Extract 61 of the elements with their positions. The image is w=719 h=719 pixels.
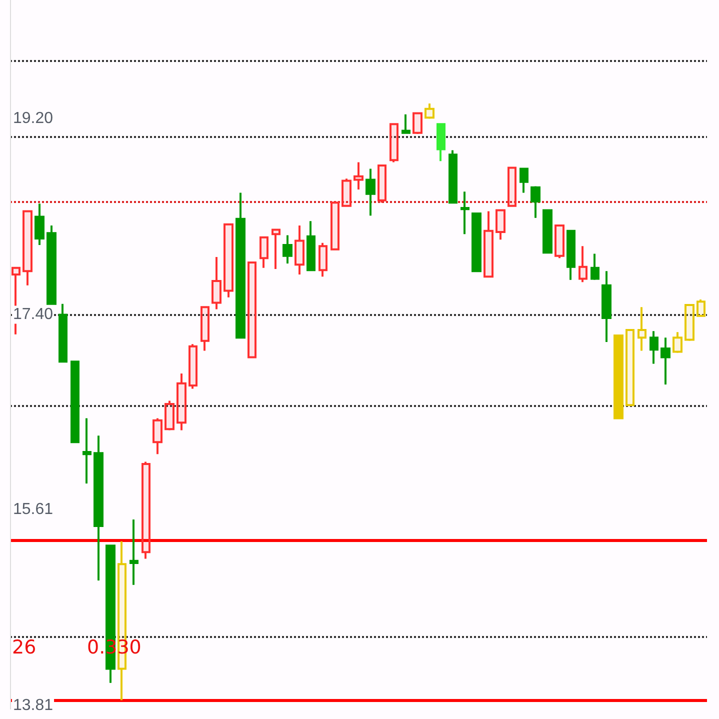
candlestick — [260, 235, 268, 269]
candlestick — [530, 185, 540, 219]
candlestick — [508, 166, 516, 207]
candlestick — [496, 209, 506, 241]
y-tick-label: 17.40 — [13, 306, 54, 324]
candlestick — [378, 164, 386, 204]
candlestick — [200, 306, 210, 352]
candlestick — [638, 306, 646, 352]
candlestick — [412, 112, 422, 135]
candlestick — [152, 417, 162, 456]
candlestick — [282, 234, 292, 265]
candlestick — [390, 123, 398, 164]
candlestick — [188, 343, 198, 390]
candlestick — [602, 270, 612, 343]
candlestick — [82, 417, 92, 485]
candlestick — [294, 224, 304, 276]
candlestick — [164, 400, 174, 432]
candlestick — [342, 178, 352, 208]
candlestick — [142, 460, 150, 560]
candlestick — [614, 334, 624, 420]
candlestick — [696, 298, 706, 318]
candlestick — [130, 518, 138, 586]
candlestick — [472, 212, 482, 272]
candlestick — [70, 360, 80, 444]
candlestick — [684, 304, 694, 342]
candlestick — [46, 224, 56, 305]
candlestick — [366, 168, 376, 217]
candlestick — [212, 256, 222, 310]
candlestick — [554, 224, 564, 260]
candlestick — [236, 192, 246, 339]
candlestick — [436, 122, 446, 162]
candlestick — [318, 242, 328, 278]
candlestick — [650, 330, 658, 365]
candlestick — [272, 228, 280, 270]
candlestick — [484, 210, 494, 278]
candlestick — [330, 202, 340, 250]
candlestick — [34, 202, 44, 246]
candlestick — [672, 331, 682, 354]
candlestick — [590, 252, 600, 281]
candlestick — [176, 372, 186, 432]
annotation: 26 — [12, 636, 36, 658]
candlestick — [566, 230, 576, 281]
y-tick-label: 13.81 — [13, 697, 54, 714]
candlestick — [578, 245, 588, 284]
candlestick — [542, 209, 552, 254]
candlestick — [424, 102, 434, 120]
candlestick — [460, 190, 470, 236]
candlestick — [94, 434, 104, 582]
candlestick — [58, 302, 68, 364]
candlestick — [354, 161, 364, 190]
candlestick — [626, 328, 634, 406]
candlestick — [224, 223, 234, 298]
candlestick — [448, 149, 458, 204]
candlestick — [520, 168, 528, 194]
candlestick — [22, 210, 32, 286]
y-tick-label: 15.61 — [13, 501, 54, 518]
candlestick — [248, 261, 256, 358]
y-tick-label: 19.20 — [13, 110, 54, 128]
candlestick — [402, 113, 410, 134]
candlestick — [306, 220, 316, 272]
candlestick — [660, 336, 670, 386]
